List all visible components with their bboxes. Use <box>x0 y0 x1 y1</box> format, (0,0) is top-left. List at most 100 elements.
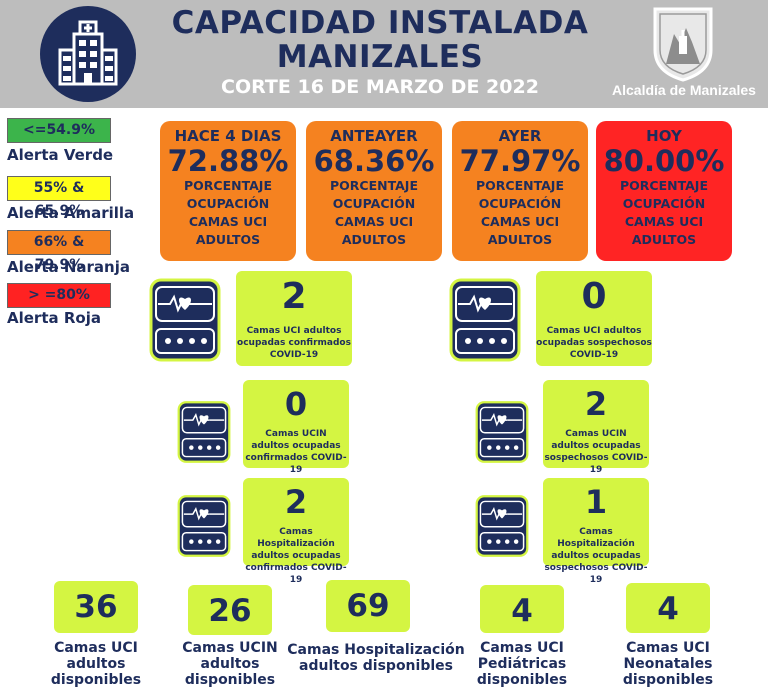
occupancy-card-yesterday: AYER 77.97% PORCENTAJE OCUPACIÓN CAMAS U… <box>452 121 588 261</box>
available-uci-neonatal-value: 4 <box>626 583 710 633</box>
stat-label-3: confirmados COVID-19 <box>245 563 347 585</box>
legend-swatch-yellow: 55% & 65.9% <box>7 176 111 219</box>
stat-label-3: sospechosos COVID-19 <box>544 453 648 475</box>
occupancy-desc-1: PORCENTAJE <box>475 178 564 193</box>
available-label-2: Pediátricas <box>477 656 567 672</box>
stat-uci-confirmed: 2 Camas UCI adultos ocupadas confirmados… <box>236 271 352 366</box>
occupancy-desc-3: CAMAS UCI <box>624 214 704 229</box>
available-label-1: Camas UCI <box>626 640 710 656</box>
header-band: CAPACIDAD INSTALADA MANIZALES CORTE 16 D… <box>0 0 768 108</box>
occupancy-card-today: HOY 80.00% PORCENTAJE OCUPACIÓN CAMAS UC… <box>596 121 732 261</box>
stat-value: 1 <box>584 483 608 521</box>
cut-date: CORTE 16 DE MARZO DE 2022 <box>221 76 539 98</box>
available-uci-neonatal-label: Camas UCI Neonatales disponibles <box>612 640 724 688</box>
occupancy-period: HOY <box>646 127 682 145</box>
available-hosp-adults-label: Camas Hospitalización adultos disponible… <box>284 642 468 674</box>
available-label-1: Camas UCIN <box>182 640 278 656</box>
legend-label-yellow: Alerta Amarilla <box>7 204 135 222</box>
stat-value: 0 <box>581 276 607 317</box>
stat-label-1: Camas UCIN <box>265 429 327 439</box>
occupancy-desc-3: CAMAS UCI <box>480 214 560 229</box>
city-shield-logo <box>653 7 713 82</box>
heart-monitor-icon <box>177 495 231 557</box>
stat-label-3: COVID-19 <box>269 350 319 360</box>
legend-swatch-orange: 66% & 79.9% <box>7 230 111 273</box>
occupancy-value: 72.88% <box>167 144 289 178</box>
stat-label-2: adultos ocupadas <box>551 551 641 561</box>
available-label-1: Camas Hospitalización <box>287 642 465 658</box>
available-label-2: Neonatales <box>623 656 713 672</box>
available-hosp-adults-value: 69 <box>326 580 410 632</box>
available-label-3: disponibles <box>184 672 276 688</box>
title-line-2: MANIZALES <box>276 39 484 75</box>
occupancy-desc-4: ADULTOS <box>487 232 553 247</box>
available-uci-adults-label: Camas UCI adultos disponibles <box>40 640 152 688</box>
stat-value: 2 <box>281 276 307 317</box>
stat-label-1: Camas UCI adultos <box>546 326 642 336</box>
stat-label-3: sospechosos COVID-19 <box>544 563 648 585</box>
available-label-2: adultos <box>200 656 260 672</box>
stat-ucin-confirmed: 0 Camas UCIN adultos ocupadas confirmado… <box>243 380 349 475</box>
stat-value: 2 <box>284 483 308 521</box>
occupancy-desc-4: ADULTOS <box>631 232 697 247</box>
legend-label-green: Alerta Verde <box>7 146 114 164</box>
occupancy-value: 68.36% <box>313 144 435 178</box>
occupancy-desc-4: ADULTOS <box>195 232 261 247</box>
occupancy-card-4-days-ago: HACE 4 DIAS 72.88% PORCENTAJE OCUPACIÓN … <box>160 121 296 261</box>
stat-label-1: Camas Hospitalización <box>557 527 635 549</box>
heart-monitor-icon <box>475 401 529 463</box>
occupancy-desc-3: CAMAS UCI <box>334 214 414 229</box>
occupancy-desc-2: OCUPACIÓN <box>622 196 706 211</box>
available-label-1: Camas UCI <box>480 640 564 656</box>
org-name: Alcaldía de Manizales <box>612 82 756 98</box>
occupancy-desc-2: OCUPACIÓN <box>186 196 270 211</box>
hospital-icon-badge <box>40 6 136 102</box>
occupancy-desc-3: CAMAS UCI <box>188 214 268 229</box>
stat-hosp-confirmed: 2 Camas Hospitalización adultos ocupadas… <box>243 478 349 585</box>
legend-label-red: Alerta Roja <box>7 309 101 327</box>
occupancy-desc-2: OCUPACIÓN <box>332 196 416 211</box>
heart-monitor-icon <box>177 401 231 463</box>
stat-label-3: COVID-19 <box>569 350 619 360</box>
stat-ucin-suspected: 2 Camas UCIN adultos ocupadas sospechoso… <box>543 380 649 475</box>
stat-label-2: adultos ocupadas <box>251 551 341 561</box>
available-ucin-adults-label: Camas UCIN adultos disponibles <box>168 640 292 688</box>
stat-label-1: Camas UCI adultos <box>246 326 342 336</box>
stat-label-2: adultos ocupadas <box>551 441 641 451</box>
stat-label-2: ocupadas confirmados <box>237 338 351 348</box>
stat-label-1: Camas Hospitalización <box>257 527 335 549</box>
available-label-1: Camas UCI <box>54 640 138 656</box>
available-label-2: adultos <box>66 656 126 672</box>
title-line-1: CAPACIDAD INSTALADA <box>171 5 589 41</box>
available-uci-pediatric-value: 4 <box>480 585 564 633</box>
available-uci-pediatric-label: Camas UCI Pediátricas disponibles <box>466 640 578 688</box>
stat-label-2: ocupadas sospechosos <box>536 338 652 348</box>
available-label-3: disponibles <box>622 672 714 688</box>
legend-label-orange: Alerta Naranja <box>7 258 130 276</box>
available-label-3: disponibles <box>476 672 568 688</box>
occupancy-desc-1: PORCENTAJE <box>329 178 418 193</box>
heart-monitor-icon <box>149 278 221 362</box>
occupancy-card-day-before-yesterday: ANTEAYER 68.36% PORCENTAJE OCUPACIÓN CAM… <box>306 121 442 261</box>
stat-label-3: confirmados COVID-19 <box>245 453 347 475</box>
stat-label-1: Camas UCIN <box>565 429 627 439</box>
heart-monitor-icon <box>449 278 521 362</box>
occupancy-desc-4: ADULTOS <box>341 232 407 247</box>
hospital-icon <box>58 20 118 86</box>
stat-value: 2 <box>584 385 608 423</box>
legend-swatch-green: <=54.9% <box>7 118 111 143</box>
occupancy-desc-1: PORCENTAJE <box>619 178 708 193</box>
available-ucin-adults-value: 26 <box>188 585 272 635</box>
heart-monitor-icon <box>475 495 529 557</box>
occupancy-desc-2: OCUPACIÓN <box>478 196 562 211</box>
occupancy-value: 77.97% <box>459 144 581 178</box>
available-label-2: adultos disponibles <box>299 658 453 674</box>
occupancy-value: 80.00% <box>603 144 725 178</box>
occupancy-period: ANTEAYER <box>330 127 418 145</box>
stat-value: 0 <box>284 385 308 423</box>
occupancy-period: HACE 4 DIAS <box>174 127 282 145</box>
available-label-3: disponibles <box>50 672 142 688</box>
legend-swatch-red: > =80% <box>7 283 111 308</box>
stat-label-2: adultos ocupadas <box>251 441 341 451</box>
stat-hosp-suspected: 1 Camas Hospitalización adultos ocupadas… <box>543 478 649 585</box>
